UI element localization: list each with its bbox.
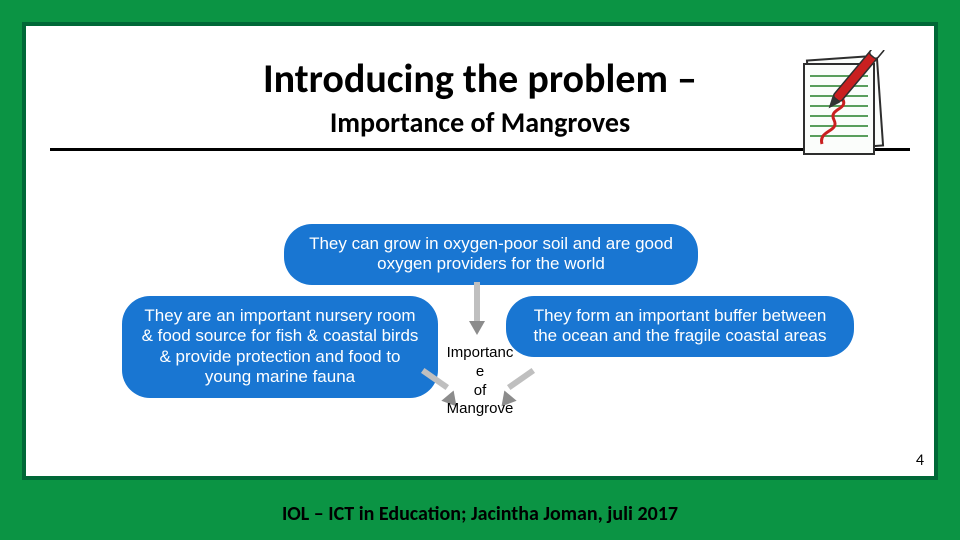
title-sub: Importance of Mangroves [26,105,934,140]
slide: Introducing the problem – Importance of … [0,0,960,540]
arrow-top-line [474,282,480,322]
center-line4: Mangrove [438,400,522,419]
center-line3: of [438,382,522,401]
bubble-right: They form an important buffer between th… [506,296,854,357]
bubble-top: They can grow in oxygen-poor soil and ar… [284,224,698,285]
bubble-left: They are an important nursery room & foo… [122,296,438,398]
center-node: Importanc e of Mangrove [438,344,522,419]
slide-content: Introducing the problem – Importance of … [22,22,938,480]
notepad-pen-icon [800,50,900,160]
arrow-top-head [469,321,485,335]
title-block: Introducing the problem – Importance of … [26,54,934,151]
title-rule [50,148,910,151]
page-number: 4 [916,451,924,470]
center-line2: e [438,363,522,382]
title-main: Introducing the problem – [26,54,934,103]
footer: IOL – ICT in Education; Jacintha Joman, … [0,502,960,526]
center-line1: Importanc [438,344,522,363]
